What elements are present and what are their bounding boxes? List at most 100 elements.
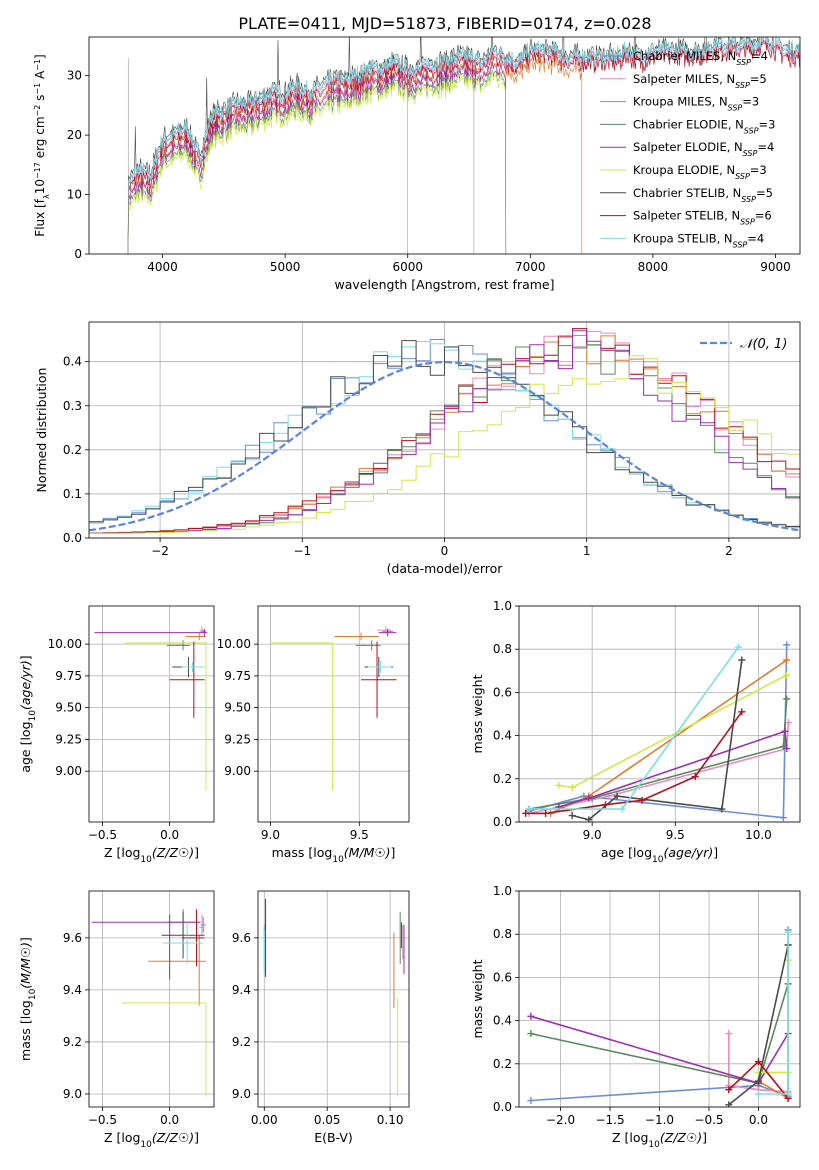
line-marker (779, 814, 787, 822)
axes-residuals: −2 −1 0 1 2 0.0 0.1 0.2 0.3 0.4 (data-model)/error… (34, 321, 801, 576)
line-marker (601, 801, 609, 809)
y-tick-label: 10.00 (48, 637, 82, 651)
line-marker (525, 805, 533, 813)
line-marker (527, 1097, 535, 1105)
x-tick-label: −0.5 (88, 828, 117, 842)
x-tick-label: −1.5 (595, 1113, 624, 1127)
legend-tail: =6 (755, 209, 772, 223)
y-tick-label: 9.75 (224, 669, 251, 683)
line-marker (784, 928, 792, 936)
line-marker (783, 745, 791, 753)
x-tick-label: −0.5 (88, 1113, 117, 1127)
line-path (528, 644, 788, 819)
legend-text: Chabrier MILES, N (633, 49, 736, 63)
line-marker (585, 794, 593, 802)
line-marker (783, 656, 791, 664)
line-marker (555, 781, 563, 789)
legend-tail: =4 (751, 49, 768, 63)
line-marker (783, 695, 791, 703)
y-tick-label: 0.6 (493, 685, 512, 699)
legend-entry-kroupa-miles-n-ssp-3: Kroupa MILES, NSSP=3 (633, 95, 759, 113)
y-tick-label: 0.8 (493, 642, 512, 656)
line-marker (754, 1058, 762, 1066)
label-part: λ (42, 194, 51, 199)
grid (258, 891, 409, 1107)
label-part: (age/yr) (18, 660, 33, 710)
label-part: (Z/Z☉) (152, 845, 194, 860)
y-tick-label: 0.4 (63, 355, 82, 369)
errorbar-salpeter-elodie-n-ssp-4 (378, 628, 397, 637)
label-part: 10 (33, 179, 47, 194)
legend-entry-normal: 𝒩(0, 1) (740, 337, 787, 352)
label-part: 10 (28, 988, 38, 1000)
label-part: (Z/Z☉) (152, 1130, 194, 1145)
label-part: ] (33, 54, 47, 59)
y-tick-label: 9.00 (224, 764, 251, 778)
y-tick-label: 0.4 (493, 729, 512, 743)
label-part: 10 (140, 1140, 152, 1150)
x-tick-label: 9000 (760, 260, 791, 274)
line-kroupa-elodie-n-ssp-3 (555, 671, 791, 791)
label-part: age [log (18, 721, 33, 772)
y-tick-label: 10 (67, 188, 82, 202)
y-tick-label: 9.0 (63, 1087, 82, 1101)
x-tick-label: −2 (151, 544, 169, 558)
line-marker (754, 1077, 762, 1085)
x-tick-label: 4000 (147, 260, 178, 274)
y-tick-label: 9.2 (232, 1035, 251, 1049)
label-part: ] (194, 845, 199, 860)
y-tick-label: 0.0 (493, 815, 512, 829)
legend-text: Chabrier ELODIE, N (633, 117, 744, 131)
legend-text: Salpeter ELODIE, N (633, 140, 743, 154)
y-axis-label: Flux [fλ10−17 erg cm−2 s−1 A−1] (33, 54, 51, 236)
y-tick-label: 0.8 (493, 927, 512, 941)
label-part: −17 (33, 162, 42, 179)
label-part: 10 (648, 1140, 660, 1150)
legend-entry-salpeter-miles-n-ssp-5: Salpeter MILES, NSSP=5 (633, 72, 767, 90)
legend-tail: =3 (750, 163, 767, 177)
y-tick-label: 0.3 (63, 399, 82, 413)
legend-sub: SSP (740, 217, 755, 226)
label-part: (Z/Z☉) (660, 1130, 702, 1145)
spectrum-line-salpeter-stelib-n-ssp-6 (125, 40, 800, 254)
line-marker (527, 1012, 535, 1020)
axes-frame (88, 890, 215, 1108)
errorbar-kroupa-elodie-n-ssp-3 (270, 642, 334, 791)
figure-title: PLATE=0411, MJD=51873, FIBERID=0174, z=0… (238, 14, 651, 33)
spectrum-line-chabrier-elodie-n-ssp-3 (125, 68, 507, 254)
x-axis-label: age [log10(age/yr)] (601, 845, 718, 865)
y-tick-label: 0.2 (493, 772, 512, 786)
label-part: Flux [f (33, 198, 47, 236)
line-marker (734, 643, 742, 651)
plot-area (91, 909, 207, 1097)
line-marker (781, 727, 789, 735)
line-marker (783, 641, 791, 649)
errorbar-chabrier-miles-n-ssp-4 (200, 917, 206, 933)
x-tick-label: 1 (583, 544, 591, 558)
x-tick-label: −2.0 (546, 1113, 575, 1127)
errorbar-salpeter-miles-n-ssp-5 (199, 914, 205, 936)
x-axis-label: mass [log10(M/M☉)] (272, 845, 396, 865)
histogram-kroupa-elodie-n-ssp-3 (89, 355, 800, 534)
plot-area (270, 626, 397, 791)
axes-frame (88, 605, 215, 823)
y-tick-label: 1.0 (493, 599, 512, 613)
x-tick-label: 0.0 (749, 1113, 768, 1127)
x-tick-label: 0.0 (160, 1113, 179, 1127)
legend-text: Salpeter MILES, N (633, 72, 735, 86)
label-part: age [log (601, 845, 652, 860)
label-part: −2 (33, 105, 42, 117)
spectrum-line-kroupa-stelib-n-ssp-4 (125, 37, 800, 254)
y-tick-label: 9.4 (232, 983, 251, 997)
y-axis-label: mass weight (470, 674, 485, 753)
label-part: Z [log (104, 1130, 140, 1145)
grid (519, 605, 800, 823)
errorbar-salpeter-elodie-n-ssp-4 (94, 628, 208, 637)
y-tick-label: 9.25 (55, 732, 82, 746)
label-part: 10 (140, 855, 152, 865)
grid (258, 606, 409, 822)
label-part: ] (713, 845, 718, 860)
legend-entry-chabrier-elodie-n-ssp-3: Chabrier ELODIE, NSSP=3 (633, 117, 775, 135)
y-tick-label: 9.4 (63, 983, 82, 997)
